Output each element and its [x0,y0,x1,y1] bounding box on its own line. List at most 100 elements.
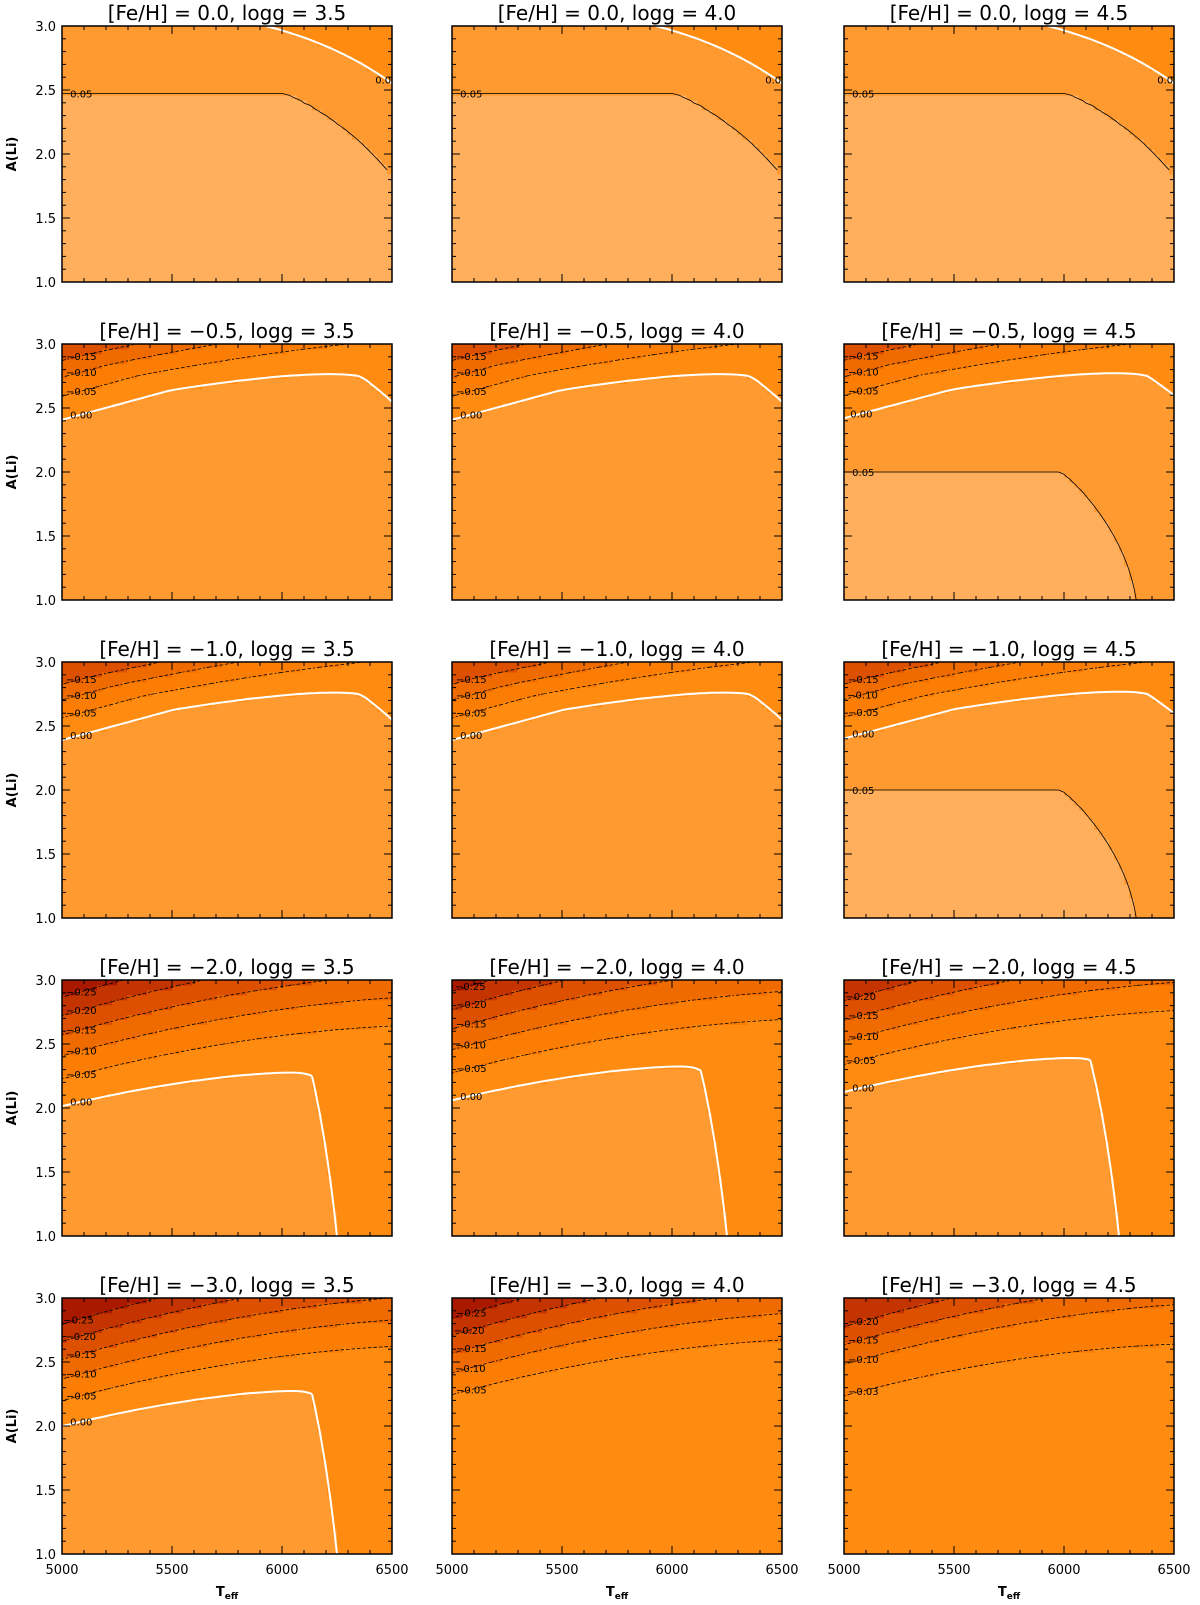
heat-cell [682,277,688,282]
heat-cell [762,257,768,263]
heat-cell [177,163,183,170]
heat-cell [272,129,278,135]
heat-cell [102,119,108,126]
heat-cell [332,277,338,282]
heat-cell [322,203,328,209]
heat-cell [132,80,138,86]
heat-cell [387,242,392,249]
heat-cell [662,188,668,194]
heat-cell [702,173,708,180]
heat-cell [67,183,73,190]
heat-cell [372,222,378,229]
heat-cell [227,222,233,229]
heat-cell [67,237,73,244]
heat-cell [187,232,193,239]
heat-cell [347,178,353,185]
heat-cell [192,35,198,42]
heat-cell [657,222,663,229]
heat-cell [387,55,392,62]
heat-cell [127,50,133,57]
heat-cell [467,208,473,214]
heat-cell [712,218,718,224]
heat-cell [347,65,353,71]
heat-cell [62,232,68,239]
heat-cell [472,262,478,268]
heat-cell [162,178,168,185]
heat-cell [247,227,253,234]
heat-cell [272,198,278,204]
heat-cell [347,134,353,140]
heat-cell [342,104,348,111]
heat-cell [507,173,513,180]
heat-cell [127,198,133,204]
heat-cell [67,188,73,194]
heat-cell [687,232,693,239]
heat-cell [172,60,178,66]
heat-cell [462,168,468,175]
heat-cell [272,232,278,239]
heat-cell [777,257,782,263]
heat-cell [507,188,513,194]
heat-cell [322,80,328,86]
heat-cell [662,237,668,244]
heat-cell [712,173,718,180]
heat-cell [387,119,392,126]
heat-cell [122,99,128,106]
heat-cell [367,242,373,249]
heat-cell [472,272,478,278]
heat-cell [357,188,363,194]
heat-cell [317,222,323,229]
heat-cell [587,183,593,190]
heat-cell [702,272,708,278]
heat-cell [732,277,738,282]
heat-cell [257,70,263,76]
heat-cell [162,272,168,278]
heat-cell [162,163,168,170]
heat-cell [152,134,158,140]
heat-cell [352,90,358,96]
heat-cell [292,183,298,190]
heat-cell [382,158,388,165]
heat-cell [542,213,548,219]
heat-cell [92,139,98,145]
heat-cell [192,134,198,140]
heat-cell [147,213,153,219]
heat-cell [237,227,243,234]
heat-cell [222,65,228,71]
heat-cell [227,139,233,145]
heat-cell [537,193,543,199]
heat-cell [742,272,748,278]
heat-cell [237,144,243,150]
heat-cell [337,26,343,32]
heat-cell [102,262,108,268]
heat-cell [112,188,118,194]
heat-cell [287,134,293,140]
heat-cell [567,193,573,199]
heat-cell [82,75,88,81]
heat-cell [67,70,73,76]
heat-cell [347,35,353,42]
heat-cell [147,183,153,190]
heat-cell [732,188,738,194]
heat-cell [532,262,538,268]
heat-cell [222,55,228,62]
heat-cell [167,80,173,86]
heat-cell [777,247,782,254]
heat-cell [87,119,93,126]
heat-cell [642,203,648,209]
heat-cell [237,163,243,170]
heat-cell [302,188,308,194]
heat-cell [182,267,188,273]
heat-cell [522,183,528,190]
heat-cell [332,262,338,268]
heat-cell [357,149,363,155]
heat-cell [382,99,388,106]
heat-cell [202,90,208,96]
heat-cell [462,222,468,229]
heat-cell [672,198,678,204]
heat-cell [372,188,378,194]
heat-cell [357,55,363,62]
heat-cell [127,65,133,71]
heat-cell [497,242,503,249]
heat-cell [217,139,223,145]
